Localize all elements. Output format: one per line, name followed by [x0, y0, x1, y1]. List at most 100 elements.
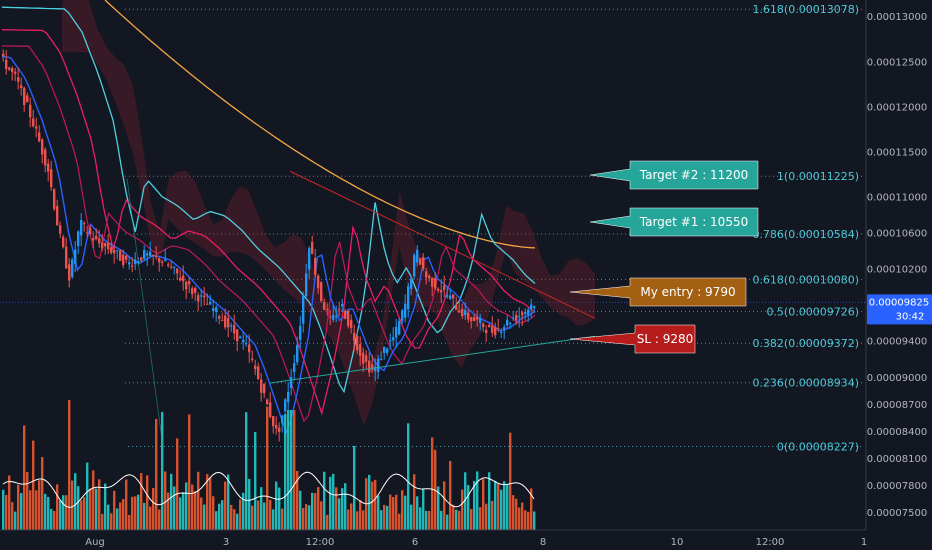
candle-body [329, 316, 332, 318]
candle-body [83, 223, 86, 225]
volume-bar [275, 481, 278, 530]
volume-bar [512, 495, 515, 530]
candle-body [104, 243, 107, 247]
candle-body [350, 319, 353, 328]
volume-bar [257, 500, 260, 530]
volume-bar [83, 497, 86, 530]
candle-body [368, 360, 371, 373]
volume-bar [353, 445, 356, 530]
volume-bar [194, 491, 197, 530]
volume-bar [89, 488, 92, 530]
candle-body [47, 163, 50, 172]
candle-body [146, 253, 149, 256]
candle-body [494, 327, 497, 336]
candle-body [527, 309, 530, 315]
volume-bar [98, 479, 101, 530]
volume-bar [101, 513, 104, 530]
volume-bar [287, 410, 290, 530]
current-price-tag: 0.00009825 30:42 [867, 294, 932, 325]
volume-bar [92, 470, 95, 530]
volume-bar [62, 495, 65, 530]
volume-bar [5, 495, 8, 530]
volume-bar [104, 483, 107, 530]
volume-bar [482, 479, 485, 530]
candle-body [521, 312, 524, 316]
volume-bar [212, 496, 215, 530]
candle-body [2, 53, 5, 57]
time-tick-label: 3 [223, 537, 229, 548]
candle-body [284, 399, 287, 412]
volume-bar [200, 497, 203, 530]
candle-body [482, 323, 485, 328]
volume-bar [509, 432, 512, 530]
ma-9-line [2, 56, 536, 435]
candle-body [101, 242, 104, 249]
candle-body [416, 249, 419, 263]
cloud-band [62, 0, 595, 426]
candle-body [65, 246, 68, 269]
candle-body [56, 206, 59, 226]
volume-bar [149, 506, 152, 530]
trade-callouts: Target #2 : 11200 Target #1 : 10550 My ent… [569, 160, 759, 354]
candle-body [14, 71, 17, 74]
candle-body [59, 225, 62, 234]
candle-body [275, 425, 278, 429]
time-tick-label: 10 [671, 537, 684, 548]
candle-body [62, 236, 65, 247]
candle-body [479, 317, 482, 323]
candle-body [470, 317, 473, 322]
volume-bar [299, 490, 302, 530]
volume-bar [185, 482, 188, 530]
price-tick-label: 0.00011000 [867, 192, 927, 203]
fib-level-label: 1.618(0.00013078) [752, 3, 859, 16]
volume-bar [335, 487, 338, 530]
candle-body [38, 132, 41, 142]
volume-bar [260, 487, 263, 530]
volume-bar [458, 510, 461, 530]
candle-body [491, 326, 494, 333]
volume-bar [431, 437, 434, 530]
volume-bar [326, 514, 329, 530]
candle-body [320, 282, 323, 301]
candle-body [191, 288, 194, 295]
candle-body [188, 281, 191, 285]
volume-bar [521, 502, 524, 530]
candle-body [395, 326, 398, 338]
volume-bar [323, 471, 326, 530]
volume-bar [173, 486, 176, 530]
candle-body [524, 312, 527, 314]
candle-body [362, 352, 365, 364]
price-axis[interactable]: 0.00013000 0.00012500 0.00012000 0.00011500… [867, 12, 927, 519]
volume-bar [368, 474, 371, 530]
candle-body [44, 149, 47, 166]
candle-body [497, 328, 500, 330]
candle-body [281, 415, 284, 424]
time-axis[interactable]: Aug 3 12:00 6 8 10 12:00 1 [85, 537, 867, 548]
candle-body [287, 391, 290, 403]
volume-bar [467, 485, 470, 530]
candle-body [386, 348, 389, 353]
candle-body [122, 254, 125, 266]
candle-body [383, 346, 386, 353]
volume-bar [8, 475, 11, 530]
candle-body [164, 259, 167, 262]
volume-bar [371, 481, 374, 530]
candle-body [218, 316, 221, 319]
current-price-tag-box [867, 294, 932, 325]
candle-body [107, 242, 110, 250]
candle-body [434, 278, 437, 289]
candle-body [224, 315, 227, 328]
volume-bar [23, 425, 26, 530]
time-tick-label: 6 [412, 537, 418, 548]
volume-bar [506, 484, 509, 530]
volume-bar [86, 462, 89, 530]
candle-body [29, 104, 32, 118]
ascending-trendline [269, 335, 596, 384]
volume-bar [380, 510, 383, 530]
price-tick-label: 0.00011500 [867, 147, 927, 158]
candle-body [167, 264, 170, 266]
volume-bar [53, 510, 56, 530]
volume-bar [362, 510, 365, 530]
fibonacci-levels: 1.618(0.00013078) 1(0.00011225) 0.786(0.00… [125, 3, 862, 453]
